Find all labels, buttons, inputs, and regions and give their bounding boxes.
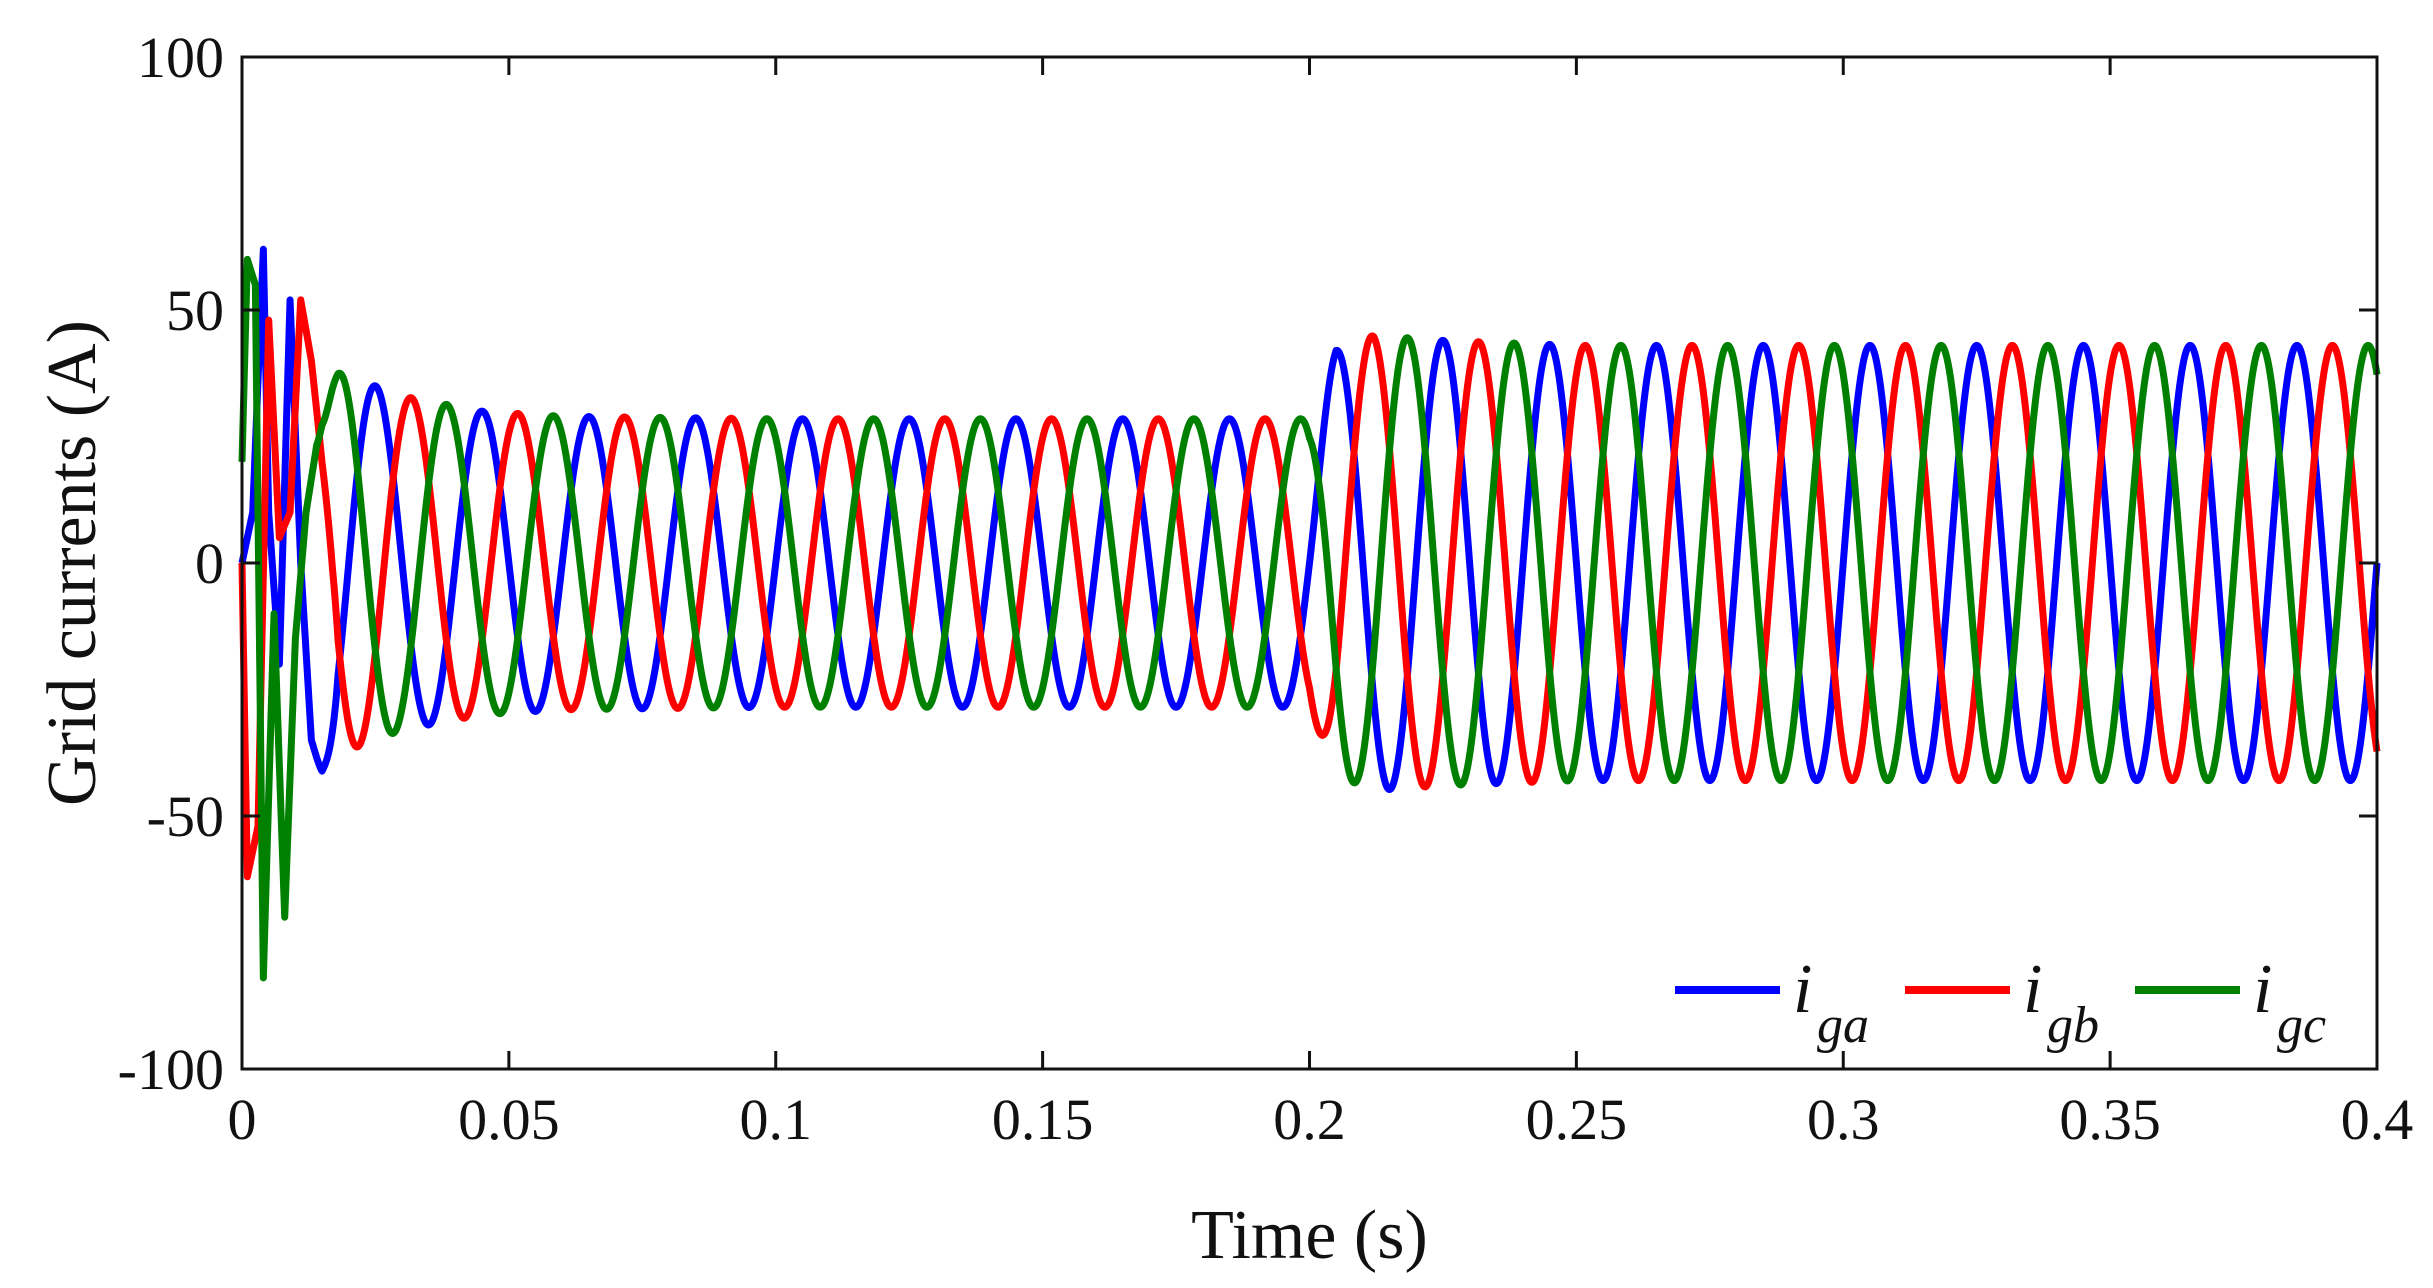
legend-label-i-ga: i [1793, 951, 1812, 1028]
x-tick-label: 0.4 [2341, 1087, 2414, 1152]
x-tick-label: 0.25 [1526, 1087, 1628, 1152]
y-tick-label: -100 [118, 1037, 224, 1102]
legend-label-i-gc: i [2253, 951, 2272, 1028]
y-tick-label: 100 [137, 25, 224, 90]
ticks-layer: 0 0.05 0.1 0.15 0.2 0.25 0.3 0.35 0.4 -100 -50 0 50 1… [118, 25, 2414, 1152]
x-tick-label: 0.3 [1807, 1087, 1880, 1152]
x-tick-label: 0.35 [2059, 1087, 2161, 1152]
series-layer [238, 245, 2381, 982]
series-line-i-gb [238, 296, 2381, 881]
y-tick-label: 0 [195, 531, 224, 596]
x-tick-label: 0 [228, 1087, 257, 1152]
legend-subscript-i-ga: ga [1817, 997, 1869, 1054]
x-tick-label: 0.1 [740, 1087, 813, 1152]
legend-subscript-i-gb: gb [2047, 997, 2099, 1054]
x-tick-label: 0.2 [1273, 1087, 1346, 1152]
legend: i ga i gb i gc [1675, 951, 2326, 1054]
x-tick-label: 0.15 [992, 1087, 1094, 1152]
x-tick-label: 0.05 [458, 1087, 560, 1152]
series-line-i-gc [238, 255, 2381, 982]
y-axis-title: Grid currents (A) [34, 320, 111, 806]
legend-subscript-i-gc: gc [2277, 997, 2326, 1054]
legend-label-i-gb: i [2023, 951, 2042, 1028]
y-tick-label: -50 [147, 784, 224, 849]
series-line-i-ga [238, 245, 2381, 794]
y-tick-label: 50 [166, 278, 224, 343]
x-axis-title: Time (s) [1191, 1197, 1428, 1274]
